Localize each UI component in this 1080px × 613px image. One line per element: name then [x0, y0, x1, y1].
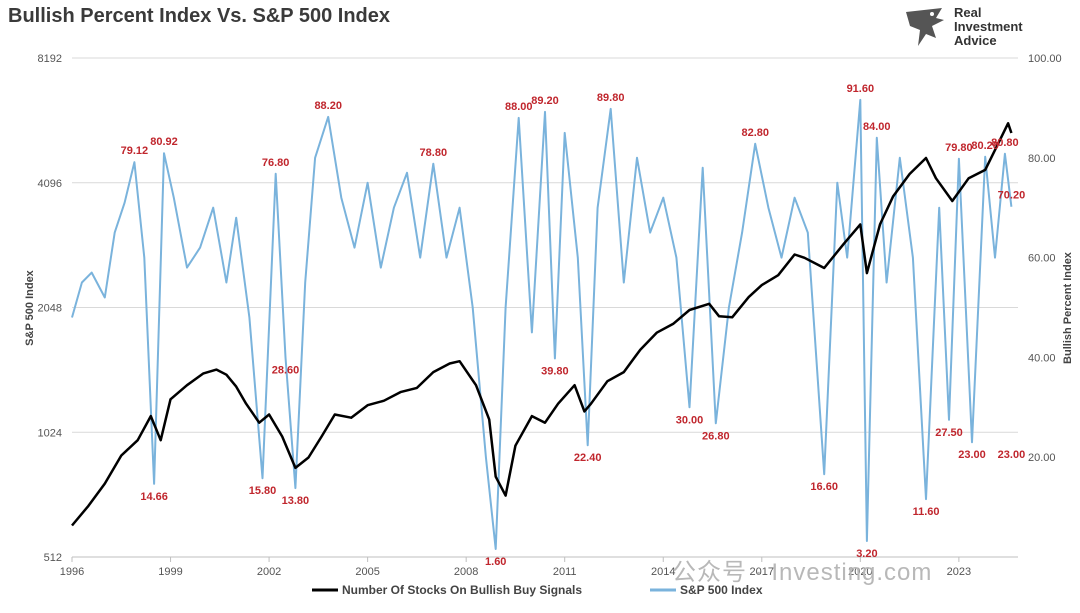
annotation-label: 27.50 — [935, 427, 963, 439]
right-tick-label: 80.00 — [1028, 153, 1056, 165]
annotation-label: 23.00 — [998, 449, 1026, 461]
annotation-label: 76.80 — [262, 157, 290, 169]
annotation-label: 1.60 — [485, 556, 506, 568]
annotation-label: 88.20 — [314, 100, 342, 112]
left-tick-label: 2048 — [38, 303, 62, 315]
annotation-label: 79.12 — [121, 145, 149, 157]
annotation-label: 80.20 — [971, 140, 999, 152]
axis-layer: 512 1024 2048 4096 8192 20.00 40.00 60.00 80.00 1… — [38, 53, 1062, 578]
right-tick-label: 20.00 — [1028, 452, 1056, 464]
brand-logo: Real Investment Advice — [902, 4, 1052, 50]
annotation-label: 39.80 — [541, 365, 569, 377]
annotation-label: 89.80 — [597, 92, 625, 104]
annotation-label: 23.00 — [958, 449, 986, 461]
x-tick-label: 2008 — [454, 566, 478, 578]
legend-label-sp500: S&P 500 Index — [680, 583, 763, 597]
x-tick-label: 2002 — [257, 566, 281, 578]
right-tick-label: 40.00 — [1028, 352, 1056, 364]
annotation-label: 79.80 — [945, 142, 973, 154]
series-line-sp500 — [71, 98, 1013, 550]
annotation-label: 16.60 — [810, 481, 838, 493]
left-tick-label: 1024 — [38, 427, 62, 439]
left-tick-label: 512 — [44, 552, 62, 564]
annotation-label: 80.80 — [991, 137, 1019, 149]
annotation-label: 80.92 — [150, 136, 178, 148]
right-tick-label: 60.00 — [1028, 253, 1056, 265]
left-tick-label: 4096 — [38, 178, 62, 190]
eagle-logo-icon — [906, 8, 944, 46]
left-axis-label: S&P 500 Index — [24, 269, 36, 345]
annotation-label: 13.80 — [282, 495, 310, 507]
annotation-label: 88.00 — [505, 101, 533, 113]
series-line-bullish-signals — [71, 122, 1013, 527]
x-tick-label: 1996 — [60, 566, 84, 578]
annotation-label: 30.00 — [676, 414, 704, 426]
annotation-label: 84.00 — [863, 121, 891, 133]
x-tick-label: 2023 — [947, 566, 971, 578]
x-tick-label: 2011 — [553, 566, 577, 578]
watermark: 公众号 · Investing.com — [672, 559, 933, 586]
x-tick-label: 2020 — [848, 566, 872, 578]
annotation-label: 15.80 — [249, 485, 277, 497]
annotation-label: 22.40 — [574, 452, 602, 464]
right-tick-label: 100.00 — [1028, 53, 1062, 65]
annotation-label: 78.80 — [420, 147, 448, 159]
annotation-label: 89.20 — [531, 95, 559, 107]
annotation-label: 28.60 — [272, 364, 300, 376]
right-axis-label: Bullish Percent Index — [1062, 251, 1074, 364]
x-tick-label: 1999 — [158, 566, 182, 578]
x-tick-label: 2014 — [651, 566, 675, 578]
series-layer — [71, 98, 1013, 550]
brand-line-3: Advice — [954, 33, 997, 48]
left-tick-label: 8192 — [38, 53, 62, 65]
annotation-label: 91.60 — [847, 83, 875, 95]
annotation-label: 26.80 — [702, 430, 730, 442]
legend: Number Of Stocks On Bullish Buy Signals … — [312, 583, 763, 597]
annotation-label: 3.20 — [856, 548, 877, 560]
legend-label-bullish: Number Of Stocks On Bullish Buy Signals — [342, 583, 582, 597]
brand-line-2: Investment — [954, 19, 1023, 34]
brand-line-1: Real — [954, 5, 982, 20]
chart-title: Bullish Percent Index Vs. S&P 500 Index — [8, 5, 391, 27]
annotation-label: 11.60 — [913, 506, 940, 518]
annotation-label: 82.80 — [741, 127, 769, 139]
annotation-label: 14.66 — [140, 491, 168, 503]
annotation-label: 70.20 — [998, 190, 1026, 202]
x-tick-label: 2017 — [750, 566, 774, 578]
x-tick-label: 2005 — [355, 566, 379, 578]
